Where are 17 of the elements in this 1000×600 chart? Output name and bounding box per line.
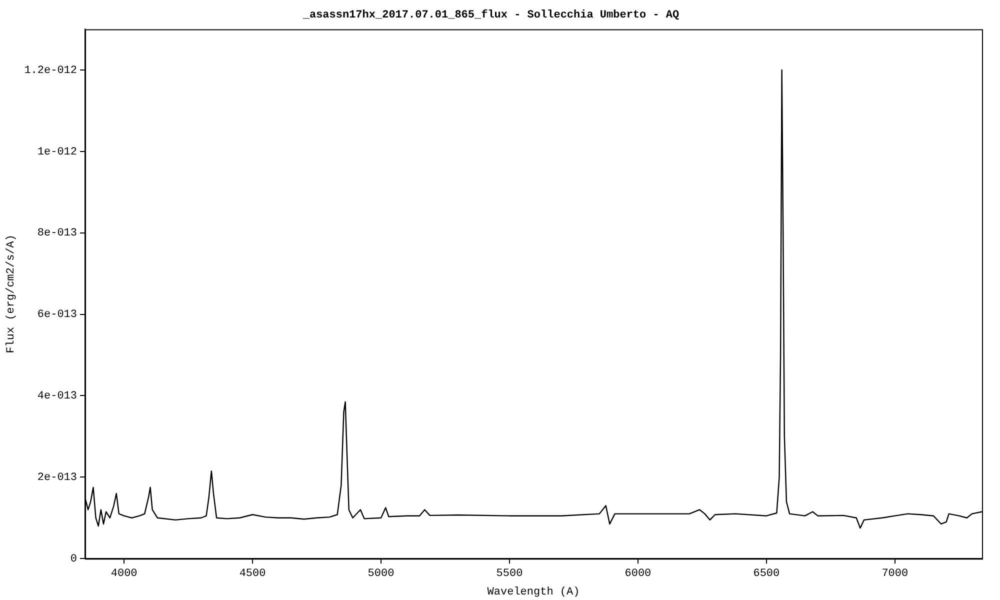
y-tick-label: 1.2e-012 — [24, 64, 78, 77]
x-tick-label: 4500 — [239, 568, 266, 580]
chart-title: _asassn17hx_2017.07.01_865_flux - Sollecchia Umberto - AQ — [302, 8, 680, 22]
y-tick-label: 1e-012 — [37, 146, 78, 158]
x-tick-label: 5500 — [496, 568, 523, 580]
x-tick-label: 6000 — [624, 568, 652, 580]
y-tick-label: 4e-013 — [37, 390, 78, 403]
y-axis-title: Flux (erg/cm2/s/A) — [6, 234, 18, 354]
x-axis-title: Wavelength (A) — [487, 586, 580, 598]
x-tick-label: 5000 — [368, 568, 394, 580]
y-tick-label: 2e-013 — [37, 472, 78, 484]
y-tick-label: 6e-013 — [37, 309, 78, 322]
y-tick-label: 0 — [70, 554, 78, 566]
x-tick-label: 6500 — [753, 568, 780, 580]
x-tick-label: 7000 — [882, 568, 908, 580]
x-tick-label: 4000 — [110, 568, 138, 580]
y-tick-label: 8e-013 — [37, 228, 78, 240]
